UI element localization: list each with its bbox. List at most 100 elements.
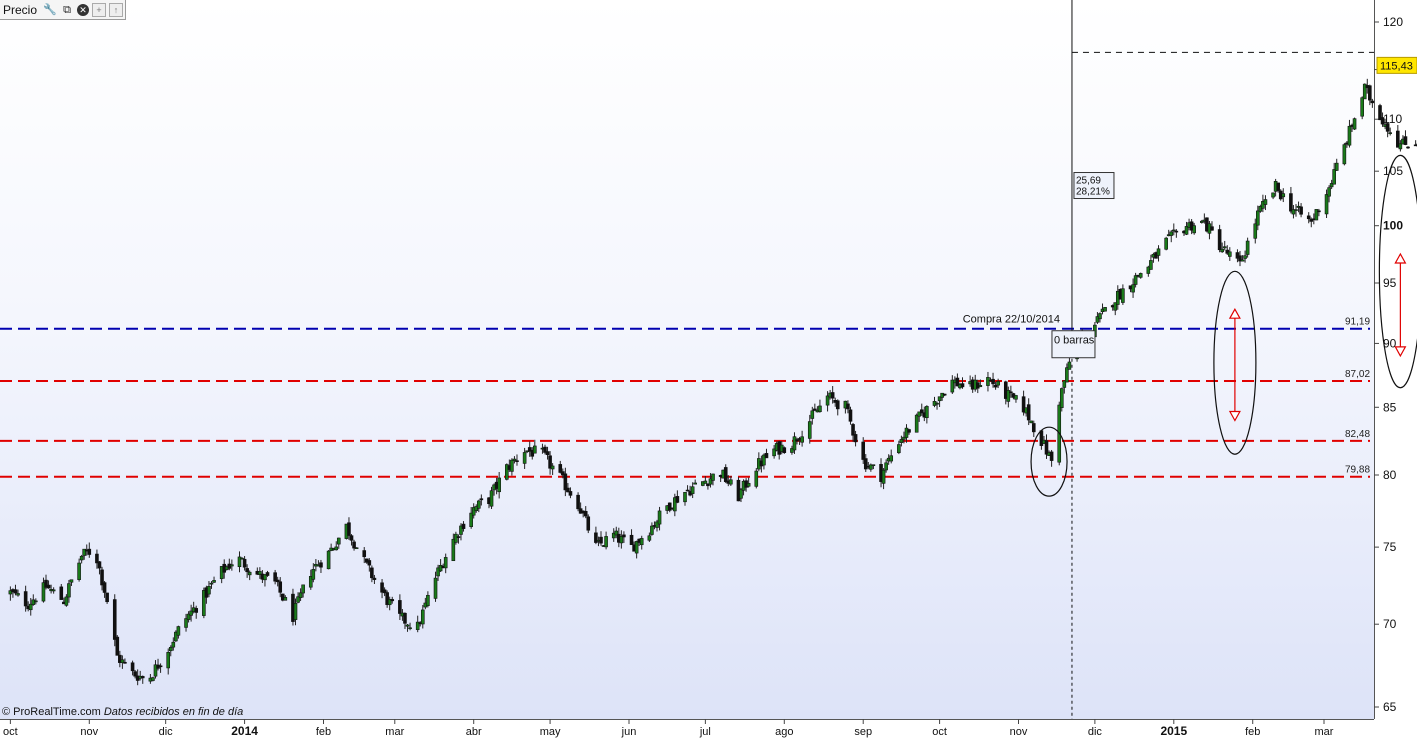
candle[interactable] (1396, 125, 1400, 148)
candle[interactable] (558, 460, 563, 474)
candle[interactable] (1098, 312, 1102, 323)
candle[interactable] (242, 556, 247, 571)
candle[interactable] (97, 561, 102, 575)
candle[interactable] (899, 435, 904, 447)
candle[interactable] (548, 451, 552, 475)
candle[interactable] (469, 506, 473, 529)
candle[interactable] (1044, 434, 1049, 459)
candle[interactable] (296, 592, 300, 604)
candle[interactable] (1380, 112, 1385, 127)
candle[interactable] (433, 571, 438, 602)
candle[interactable] (846, 400, 850, 414)
candle[interactable] (884, 459, 888, 473)
candle[interactable] (77, 558, 81, 582)
candle[interactable] (1258, 204, 1263, 213)
candle[interactable] (112, 594, 117, 647)
candle[interactable] (914, 413, 919, 433)
candle[interactable] (1031, 420, 1036, 438)
candle[interactable] (1220, 242, 1224, 253)
candle[interactable] (245, 564, 249, 578)
candle[interactable] (105, 592, 109, 604)
candle[interactable] (1006, 386, 1011, 408)
move-window-icon[interactable]: ↑ (109, 2, 124, 17)
candle[interactable] (693, 479, 697, 485)
candle[interactable] (505, 463, 509, 481)
candle[interactable] (729, 476, 733, 486)
candle[interactable] (1184, 221, 1189, 236)
candle[interactable] (881, 468, 886, 490)
candle[interactable] (853, 430, 858, 447)
candle[interactable] (545, 446, 550, 460)
candle[interactable] (543, 444, 547, 455)
candle[interactable] (1413, 140, 1417, 147)
candle[interactable] (476, 499, 481, 513)
candle[interactable] (1385, 122, 1390, 138)
highlight-ellipse[interactable] (1030, 426, 1068, 497)
candle[interactable] (174, 630, 178, 642)
candle[interactable] (917, 411, 922, 422)
candle[interactable] (153, 660, 158, 679)
candle[interactable] (461, 521, 466, 532)
candle[interactable] (390, 596, 395, 604)
candle[interactable] (1291, 205, 1296, 219)
candle[interactable] (604, 531, 608, 550)
candle[interactable] (398, 594, 402, 621)
candle[interactable] (711, 473, 715, 486)
candle[interactable] (522, 447, 527, 469)
candle[interactable] (212, 576, 216, 583)
candle[interactable] (619, 530, 624, 549)
candle[interactable] (1294, 204, 1298, 217)
candle[interactable] (703, 476, 708, 484)
candle[interactable] (1222, 240, 1227, 251)
candle[interactable] (403, 612, 407, 630)
candle[interactable] (1309, 217, 1314, 228)
candle[interactable] (813, 403, 817, 411)
candle[interactable] (293, 598, 298, 626)
candle[interactable] (1059, 387, 1064, 412)
candle[interactable] (792, 432, 797, 454)
candle[interactable] (1256, 205, 1260, 231)
candle[interactable] (1026, 398, 1031, 426)
candle[interactable] (1243, 250, 1247, 263)
candle[interactable] (762, 453, 766, 470)
candle[interactable] (405, 623, 410, 632)
candle[interactable] (675, 490, 680, 504)
candle[interactable] (690, 482, 695, 499)
candle[interactable] (683, 492, 687, 506)
candle[interactable] (1317, 208, 1321, 217)
candle[interactable] (1133, 272, 1138, 288)
candle[interactable] (1146, 265, 1151, 277)
candle[interactable] (87, 542, 92, 558)
candle[interactable] (247, 570, 252, 581)
candle[interactable] (955, 373, 960, 387)
candle[interactable] (1138, 272, 1143, 279)
candle[interactable] (186, 611, 191, 623)
candle[interactable] (655, 519, 659, 532)
candle[interactable] (634, 540, 639, 559)
candle[interactable] (746, 477, 751, 488)
candle[interactable] (237, 551, 242, 573)
candle[interactable] (8, 586, 13, 601)
candle[interactable] (102, 581, 107, 598)
candle[interactable] (1131, 278, 1135, 298)
candle[interactable] (158, 663, 163, 673)
candle[interactable] (1352, 117, 1357, 130)
candle[interactable] (1253, 218, 1258, 244)
candle[interactable] (311, 563, 316, 583)
candle[interactable] (451, 533, 456, 562)
candle[interactable] (594, 526, 598, 545)
candle[interactable] (764, 448, 769, 459)
candle[interactable] (184, 613, 188, 632)
candle[interactable] (647, 532, 652, 542)
candle[interactable] (993, 381, 998, 390)
candle[interactable] (168, 645, 173, 657)
candle[interactable] (443, 553, 448, 574)
candle[interactable] (667, 502, 672, 513)
candle[interactable] (871, 464, 876, 470)
candle[interactable] (240, 557, 244, 560)
candle[interactable] (1021, 390, 1026, 416)
candle[interactable] (408, 622, 412, 631)
candle[interactable] (782, 446, 787, 454)
candle[interactable] (807, 414, 812, 444)
candle[interactable] (790, 445, 794, 455)
